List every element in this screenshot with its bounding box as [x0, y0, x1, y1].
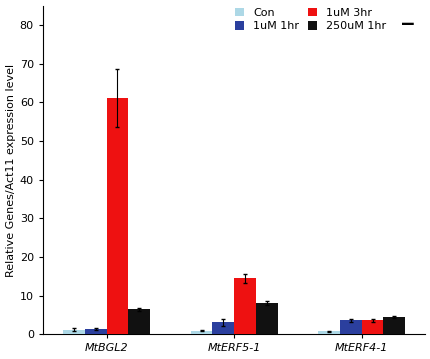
Bar	[190, 331, 212, 335]
Bar	[128, 309, 150, 335]
Bar	[85, 328, 106, 335]
Bar	[339, 321, 361, 335]
Bar	[318, 331, 339, 335]
Bar	[212, 322, 233, 335]
Legend: Con, 1uM 1hr, 1uM 3hr, 250uM 1hr: Con, 1uM 1hr, 1uM 3hr, 250uM 1hr	[235, 8, 385, 31]
Bar	[106, 98, 128, 335]
Bar	[255, 303, 277, 335]
Bar	[233, 278, 255, 335]
Text: —: —	[401, 14, 413, 33]
Bar	[63, 330, 85, 335]
Bar	[382, 317, 404, 335]
Bar	[361, 321, 382, 335]
Y-axis label: Relative Genes/Act11 expression level: Relative Genes/Act11 expression level	[6, 64, 15, 276]
